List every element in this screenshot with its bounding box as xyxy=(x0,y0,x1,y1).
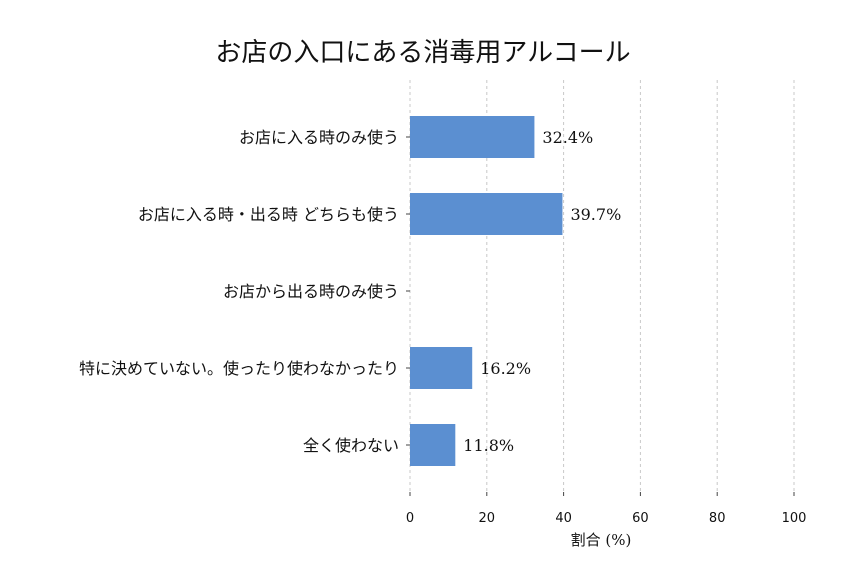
category-label: お店に入る時のみ使う xyxy=(239,128,399,147)
x-axis: 0 20 40 60 80 100 xyxy=(406,136,807,526)
bar xyxy=(410,193,563,235)
labels: お店に入る時のみ使う 32.4% お店に入る時・出る時 どちらも使う 39.7% お店か… xyxy=(79,128,621,455)
x-tick-label: 100 xyxy=(782,511,807,526)
bar xyxy=(410,424,456,466)
bars xyxy=(410,116,563,466)
x-tick-label: 80 xyxy=(709,511,726,526)
data-label: 32.4% xyxy=(542,128,593,147)
x-tick-label: 40 xyxy=(555,511,572,526)
x-tick-label: 60 xyxy=(632,511,649,526)
data-label: 11.8% xyxy=(463,436,514,455)
bar xyxy=(410,347,473,389)
data-label: 39.7% xyxy=(570,205,621,224)
category-label: お店に入る時・出る時 どちらも使う xyxy=(138,205,399,224)
x-axis-label: 割合 (%) xyxy=(571,531,632,549)
chart-title: お店の入口にある消毒用アルコール xyxy=(215,38,631,68)
category-label: お店から出る時のみ使う xyxy=(223,282,399,301)
bar xyxy=(410,116,535,158)
category-label: 全く使わない xyxy=(303,436,399,455)
x-tick-label: 20 xyxy=(479,511,496,526)
category-label: 特に決めていない。使ったり使わなかったり xyxy=(79,359,399,378)
data-label: 16.2% xyxy=(480,359,531,378)
x-tick-label: 0 xyxy=(406,511,414,526)
